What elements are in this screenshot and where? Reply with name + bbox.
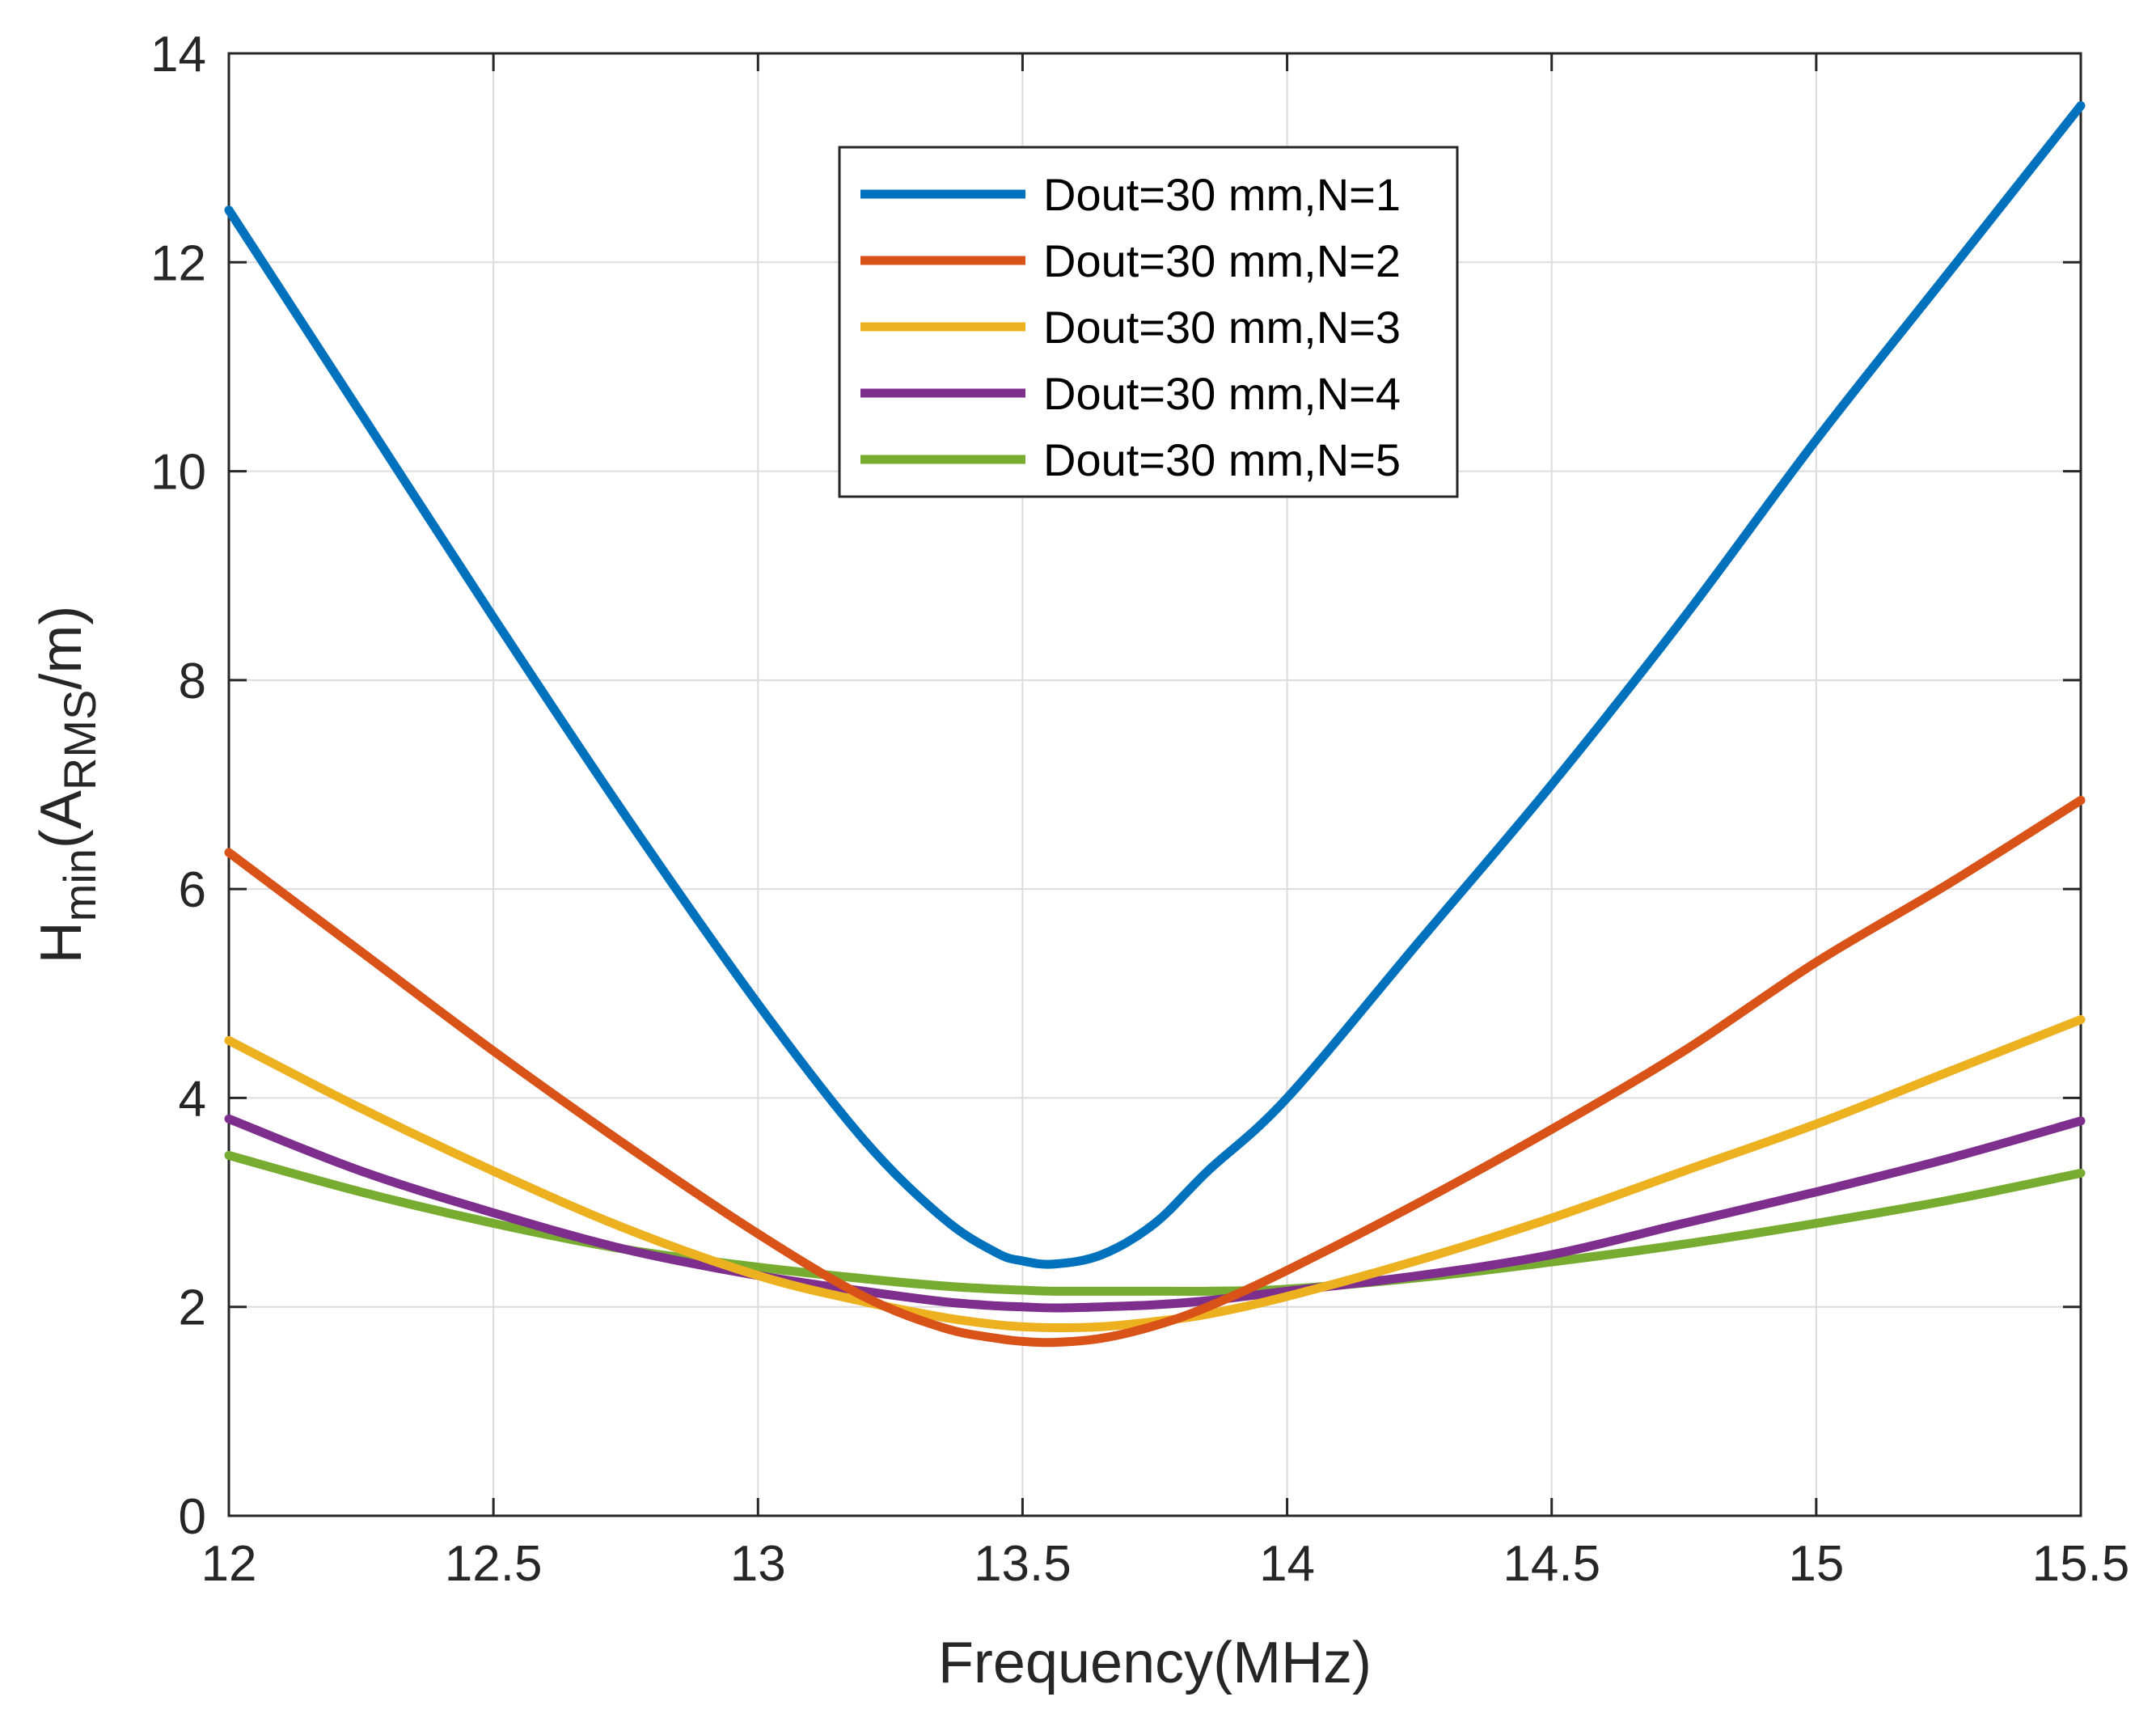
y-tick-label: 4 [179,1071,206,1127]
x-tick-label: 13 [730,1536,786,1592]
x-tick-label: 13.5 [974,1536,1072,1592]
x-axis-label: Frequency(MHz) [938,1631,1372,1695]
y-axis-label: Hmin(ARMS/m) [29,606,105,964]
y-label-sub-min: min [54,848,105,921]
y-tick-label: 12 [150,235,206,291]
legend-label-n1: Dout=30 mm,N=1 [1043,169,1401,220]
x-tick-label: 12 [201,1536,257,1592]
axis-ticks: 12 12.5 13 13.5 14 14.5 15 15.5 0 2 4 6 8 10 12 14 [150,27,2129,1592]
y-label-end: /m) [29,606,94,690]
y-tick-label: 0 [179,1489,206,1545]
y-label-base: H [29,921,94,963]
legend: Dout=30 mm,N=1 Dout=30 mm,N=2 Dout=30 mm,N… [838,146,1459,498]
series-line-n1 [224,101,2086,1269]
x-tick-label: 15.5 [2032,1536,2130,1592]
x-tick-label: 14.5 [1503,1536,1600,1592]
legend-label-n5: Dout=30 mm,N=5 [1043,434,1401,485]
series-line-n4 [224,1114,2086,1313]
y-label-mid: (A [29,790,94,848]
series-line-n2 [224,795,2086,1348]
series-line-n3 [224,1015,2086,1333]
x-tick-label: 14 [1259,1536,1315,1592]
legend-label-n3: Dout=30 mm,N=3 [1043,302,1401,353]
y-tick-label: 6 [179,862,206,918]
x-tick-label: 15 [1788,1536,1844,1592]
legend-label-n2: Dout=30 mm,N=2 [1043,235,1401,286]
y-tick-label: 10 [150,445,206,501]
plot-area-frame [227,52,2082,1517]
legend-box [838,146,1459,498]
legend-label-n4: Dout=30 mm,N=4 [1043,368,1401,419]
y-tick-label: 14 [150,27,206,83]
x-tick-label: 12.5 [445,1536,543,1592]
y-tick-label: 2 [179,1280,206,1336]
y-tick-label: 8 [179,654,206,709]
series-lines [224,101,2086,1348]
y-label-sub-rms: RMS [54,690,105,790]
